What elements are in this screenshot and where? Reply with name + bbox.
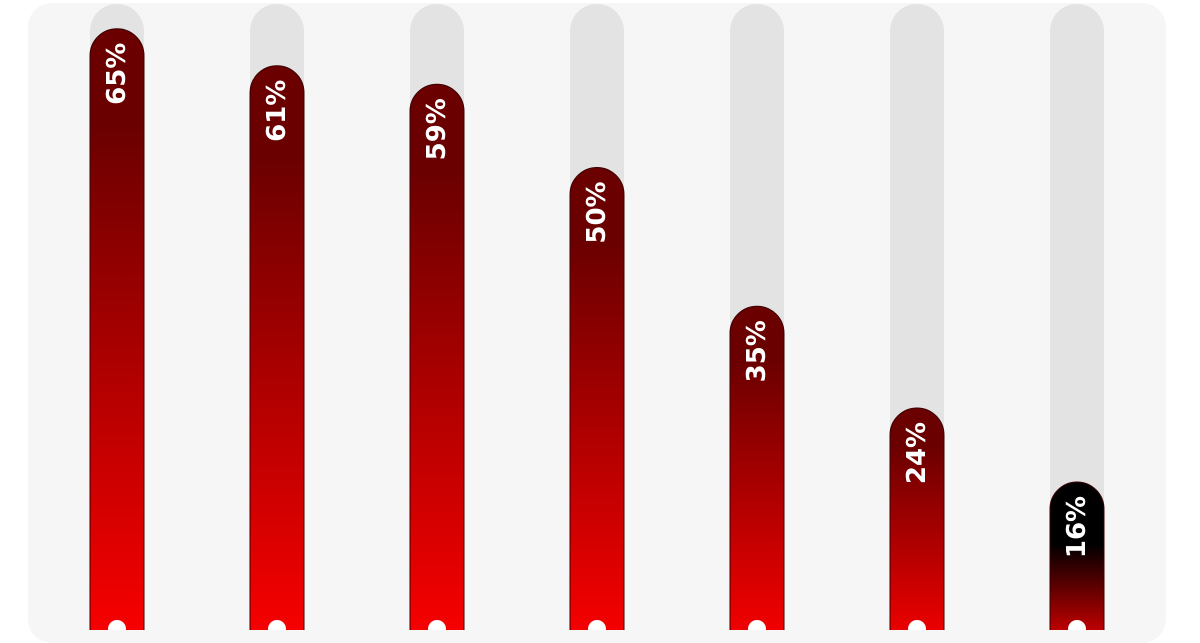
bar-base-dot-1: [108, 620, 126, 630]
bar-base-dot-2: [268, 620, 286, 630]
bar-label-6: 24%: [902, 422, 932, 484]
dot-group: [108, 620, 1086, 630]
bar-base-dot-5: [748, 620, 766, 630]
bar-base-dot-7: [1068, 620, 1086, 630]
bar-3: [409, 83, 465, 630]
label-group: 65% 61% 59% 50% 35% 24% 16%: [102, 43, 1092, 558]
bar-label-1: 65%: [102, 43, 132, 105]
bar-6: [889, 407, 945, 630]
track-7: [1050, 4, 1104, 630]
bar-7: [1049, 481, 1105, 630]
bar-1: [89, 28, 145, 630]
bar-group: [89, 28, 1105, 630]
bar-base-dot-4: [588, 620, 606, 630]
bar-label-7: 16%: [1062, 496, 1092, 558]
bar-label-4: 50%: [582, 181, 612, 243]
bar-label-3: 59%: [422, 98, 452, 160]
bar-5: [729, 305, 785, 630]
bar-label-2: 61%: [262, 80, 292, 142]
progress-bar-chart: 65% 61% 59% 50% 35% 24% 16%: [89, 4, 1105, 630]
bar-label-5: 35%: [742, 320, 772, 382]
bar-2: [249, 65, 305, 630]
bar-base-dot-6: [908, 620, 926, 630]
bar-base-dot-3: [428, 620, 446, 630]
bar-4: [569, 167, 625, 630]
